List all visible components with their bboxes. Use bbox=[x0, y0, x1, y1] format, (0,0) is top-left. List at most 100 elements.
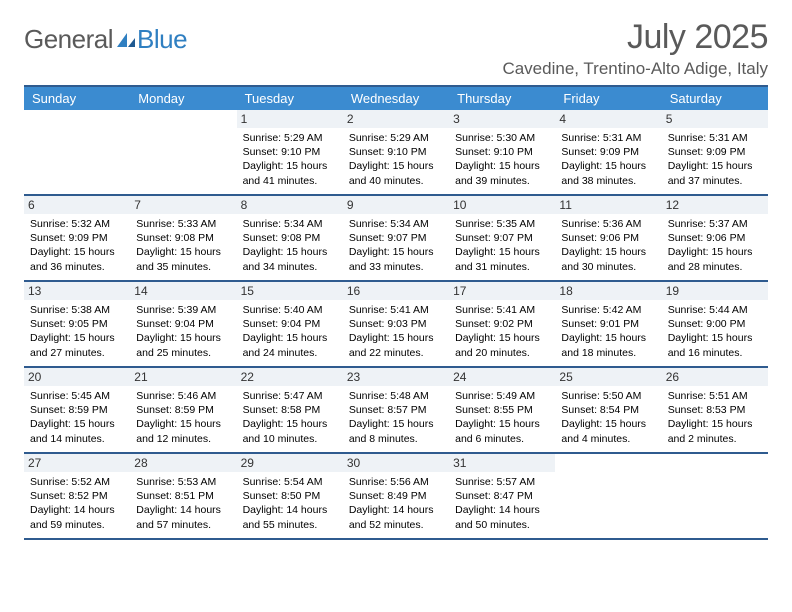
day-info-line: Sunrise: 5:56 AM bbox=[349, 475, 443, 489]
day-cell: 3Sunrise: 5:30 AMSunset: 9:10 PMDaylight… bbox=[449, 110, 555, 194]
day-info: Sunrise: 5:39 AMSunset: 9:04 PMDaylight:… bbox=[136, 303, 230, 360]
day-cell: 28Sunrise: 5:53 AMSunset: 8:51 PMDayligh… bbox=[130, 454, 236, 538]
day-info-line: Sunset: 9:06 PM bbox=[668, 231, 762, 245]
day-info-line: Sunset: 9:04 PM bbox=[136, 317, 230, 331]
day-info-line: Sunset: 8:47 PM bbox=[455, 489, 549, 503]
day-info-line: Daylight: 14 hours and 57 minutes. bbox=[136, 503, 230, 531]
day-info-line: Sunset: 9:10 PM bbox=[455, 145, 549, 159]
day-info-line: Sunrise: 5:53 AM bbox=[136, 475, 230, 489]
day-number: 29 bbox=[237, 454, 343, 472]
day-number: 13 bbox=[24, 282, 130, 300]
day-info: Sunrise: 5:46 AMSunset: 8:59 PMDaylight:… bbox=[136, 389, 230, 446]
day-info: Sunrise: 5:31 AMSunset: 9:09 PMDaylight:… bbox=[561, 131, 655, 188]
day-info-line: Daylight: 15 hours and 4 minutes. bbox=[561, 417, 655, 445]
day-info: Sunrise: 5:47 AMSunset: 8:58 PMDaylight:… bbox=[243, 389, 337, 446]
day-info: Sunrise: 5:31 AMSunset: 9:09 PMDaylight:… bbox=[668, 131, 762, 188]
day-info-line: Sunset: 8:49 PM bbox=[349, 489, 443, 503]
day-info-line: Daylight: 14 hours and 59 minutes. bbox=[30, 503, 124, 531]
day-info-line: Daylight: 15 hours and 25 minutes. bbox=[136, 331, 230, 359]
day-number: 2 bbox=[343, 110, 449, 128]
day-info-line: Sunset: 9:07 PM bbox=[349, 231, 443, 245]
day-info-line: Daylight: 15 hours and 16 minutes. bbox=[668, 331, 762, 359]
day-info-line: Sunset: 8:57 PM bbox=[349, 403, 443, 417]
dow-sun: Sunday bbox=[24, 87, 130, 110]
day-info-line: Sunrise: 5:40 AM bbox=[243, 303, 337, 317]
logo-word1: General bbox=[24, 24, 113, 55]
title-block: July 2025 Cavedine, Trentino-Alto Adige,… bbox=[502, 18, 768, 79]
day-number: 27 bbox=[24, 454, 130, 472]
day-number: 28 bbox=[130, 454, 236, 472]
day-number: 21 bbox=[130, 368, 236, 386]
day-info-line: Sunrise: 5:44 AM bbox=[668, 303, 762, 317]
day-info: Sunrise: 5:52 AMSunset: 8:52 PMDaylight:… bbox=[30, 475, 124, 532]
day-cell: . bbox=[662, 454, 768, 538]
day-info-line: Sunset: 9:05 PM bbox=[30, 317, 124, 331]
day-info-line: Daylight: 14 hours and 52 minutes. bbox=[349, 503, 443, 531]
day-info: Sunrise: 5:41 AMSunset: 9:03 PMDaylight:… bbox=[349, 303, 443, 360]
day-number: 17 bbox=[449, 282, 555, 300]
day-info-line: Sunset: 9:09 PM bbox=[561, 145, 655, 159]
day-info-line: Daylight: 15 hours and 10 minutes. bbox=[243, 417, 337, 445]
day-number: 25 bbox=[555, 368, 661, 386]
day-info: Sunrise: 5:54 AMSunset: 8:50 PMDaylight:… bbox=[243, 475, 337, 532]
day-info-line: Sunrise: 5:33 AM bbox=[136, 217, 230, 231]
day-info-line: Sunset: 9:00 PM bbox=[668, 317, 762, 331]
day-cell: . bbox=[130, 110, 236, 194]
week-row: 27Sunrise: 5:52 AMSunset: 8:52 PMDayligh… bbox=[24, 454, 768, 540]
day-info: Sunrise: 5:37 AMSunset: 9:06 PMDaylight:… bbox=[668, 217, 762, 274]
day-info-line: Daylight: 15 hours and 41 minutes. bbox=[243, 159, 337, 187]
day-info-line: Sunset: 8:50 PM bbox=[243, 489, 337, 503]
logo: General Blue bbox=[24, 18, 187, 55]
day-info-line: Sunrise: 5:47 AM bbox=[243, 389, 337, 403]
day-info-line: Daylight: 15 hours and 20 minutes. bbox=[455, 331, 549, 359]
day-number: 16 bbox=[343, 282, 449, 300]
day-info-line: Daylight: 15 hours and 33 minutes. bbox=[349, 245, 443, 273]
day-info: Sunrise: 5:29 AMSunset: 9:10 PMDaylight:… bbox=[243, 131, 337, 188]
day-number: 23 bbox=[343, 368, 449, 386]
day-info-line: Sunset: 8:52 PM bbox=[30, 489, 124, 503]
day-info: Sunrise: 5:30 AMSunset: 9:10 PMDaylight:… bbox=[455, 131, 549, 188]
day-info-line: Sunset: 8:59 PM bbox=[30, 403, 124, 417]
header: General Blue July 2025 Cavedine, Trentin… bbox=[24, 18, 768, 79]
day-info-line: Sunrise: 5:49 AM bbox=[455, 389, 549, 403]
week-row: 6Sunrise: 5:32 AMSunset: 9:09 PMDaylight… bbox=[24, 196, 768, 282]
day-cell: 9Sunrise: 5:34 AMSunset: 9:07 PMDaylight… bbox=[343, 196, 449, 280]
week-row: ..1Sunrise: 5:29 AMSunset: 9:10 PMDaylig… bbox=[24, 110, 768, 196]
day-info-line: Sunset: 8:58 PM bbox=[243, 403, 337, 417]
day-cell: 24Sunrise: 5:49 AMSunset: 8:55 PMDayligh… bbox=[449, 368, 555, 452]
day-info: Sunrise: 5:40 AMSunset: 9:04 PMDaylight:… bbox=[243, 303, 337, 360]
day-info-line: Sunset: 9:08 PM bbox=[243, 231, 337, 245]
day-info-line: Sunrise: 5:38 AM bbox=[30, 303, 124, 317]
day-cell: 1Sunrise: 5:29 AMSunset: 9:10 PMDaylight… bbox=[237, 110, 343, 194]
day-info-line: Sunrise: 5:45 AM bbox=[30, 389, 124, 403]
day-number: 4 bbox=[555, 110, 661, 128]
day-number: 30 bbox=[343, 454, 449, 472]
day-info: Sunrise: 5:44 AMSunset: 9:00 PMDaylight:… bbox=[668, 303, 762, 360]
day-info-line: Sunrise: 5:52 AM bbox=[30, 475, 124, 489]
day-info-line: Sunrise: 5:41 AM bbox=[455, 303, 549, 317]
day-info-line: Sunset: 9:09 PM bbox=[30, 231, 124, 245]
day-cell: 10Sunrise: 5:35 AMSunset: 9:07 PMDayligh… bbox=[449, 196, 555, 280]
day-info-line: Sunset: 8:59 PM bbox=[136, 403, 230, 417]
dow-row: Sunday Monday Tuesday Wednesday Thursday… bbox=[24, 87, 768, 110]
day-info-line: Daylight: 15 hours and 14 minutes. bbox=[30, 417, 124, 445]
day-info: Sunrise: 5:32 AMSunset: 9:09 PMDaylight:… bbox=[30, 217, 124, 274]
day-info-line: Sunrise: 5:34 AM bbox=[243, 217, 337, 231]
day-info-line: Daylight: 15 hours and 8 minutes. bbox=[349, 417, 443, 445]
day-cell: 30 Sunrise: 5:56 AMSunset: 8:49 PMDayligh… bbox=[343, 454, 449, 538]
day-info: Sunrise: 5:33 AMSunset: 9:08 PMDaylight:… bbox=[136, 217, 230, 274]
sail-icon bbox=[115, 31, 137, 49]
day-cell: 8Sunrise: 5:34 AMSunset: 9:08 PMDaylight… bbox=[237, 196, 343, 280]
day-info: Sunrise: 5:34 AMSunset: 9:08 PMDaylight:… bbox=[243, 217, 337, 274]
day-number: 26 bbox=[662, 368, 768, 386]
dow-thu: Thursday bbox=[449, 87, 555, 110]
day-number: 10 bbox=[449, 196, 555, 214]
day-info-line: Daylight: 15 hours and 22 minutes. bbox=[349, 331, 443, 359]
day-info-line: Daylight: 15 hours and 38 minutes. bbox=[561, 159, 655, 187]
day-info: Sunrise: 5:49 AMSunset: 8:55 PMDaylight:… bbox=[455, 389, 549, 446]
dow-sat: Saturday bbox=[662, 87, 768, 110]
day-info: Sunrise: 5:38 AMSunset: 9:05 PMDaylight:… bbox=[30, 303, 124, 360]
day-info-line: Daylight: 14 hours and 50 minutes. bbox=[455, 503, 549, 531]
day-info-line: Sunset: 8:54 PM bbox=[561, 403, 655, 417]
day-info: Sunrise: 5:57 AMSunset: 8:47 PMDaylight:… bbox=[455, 475, 549, 532]
